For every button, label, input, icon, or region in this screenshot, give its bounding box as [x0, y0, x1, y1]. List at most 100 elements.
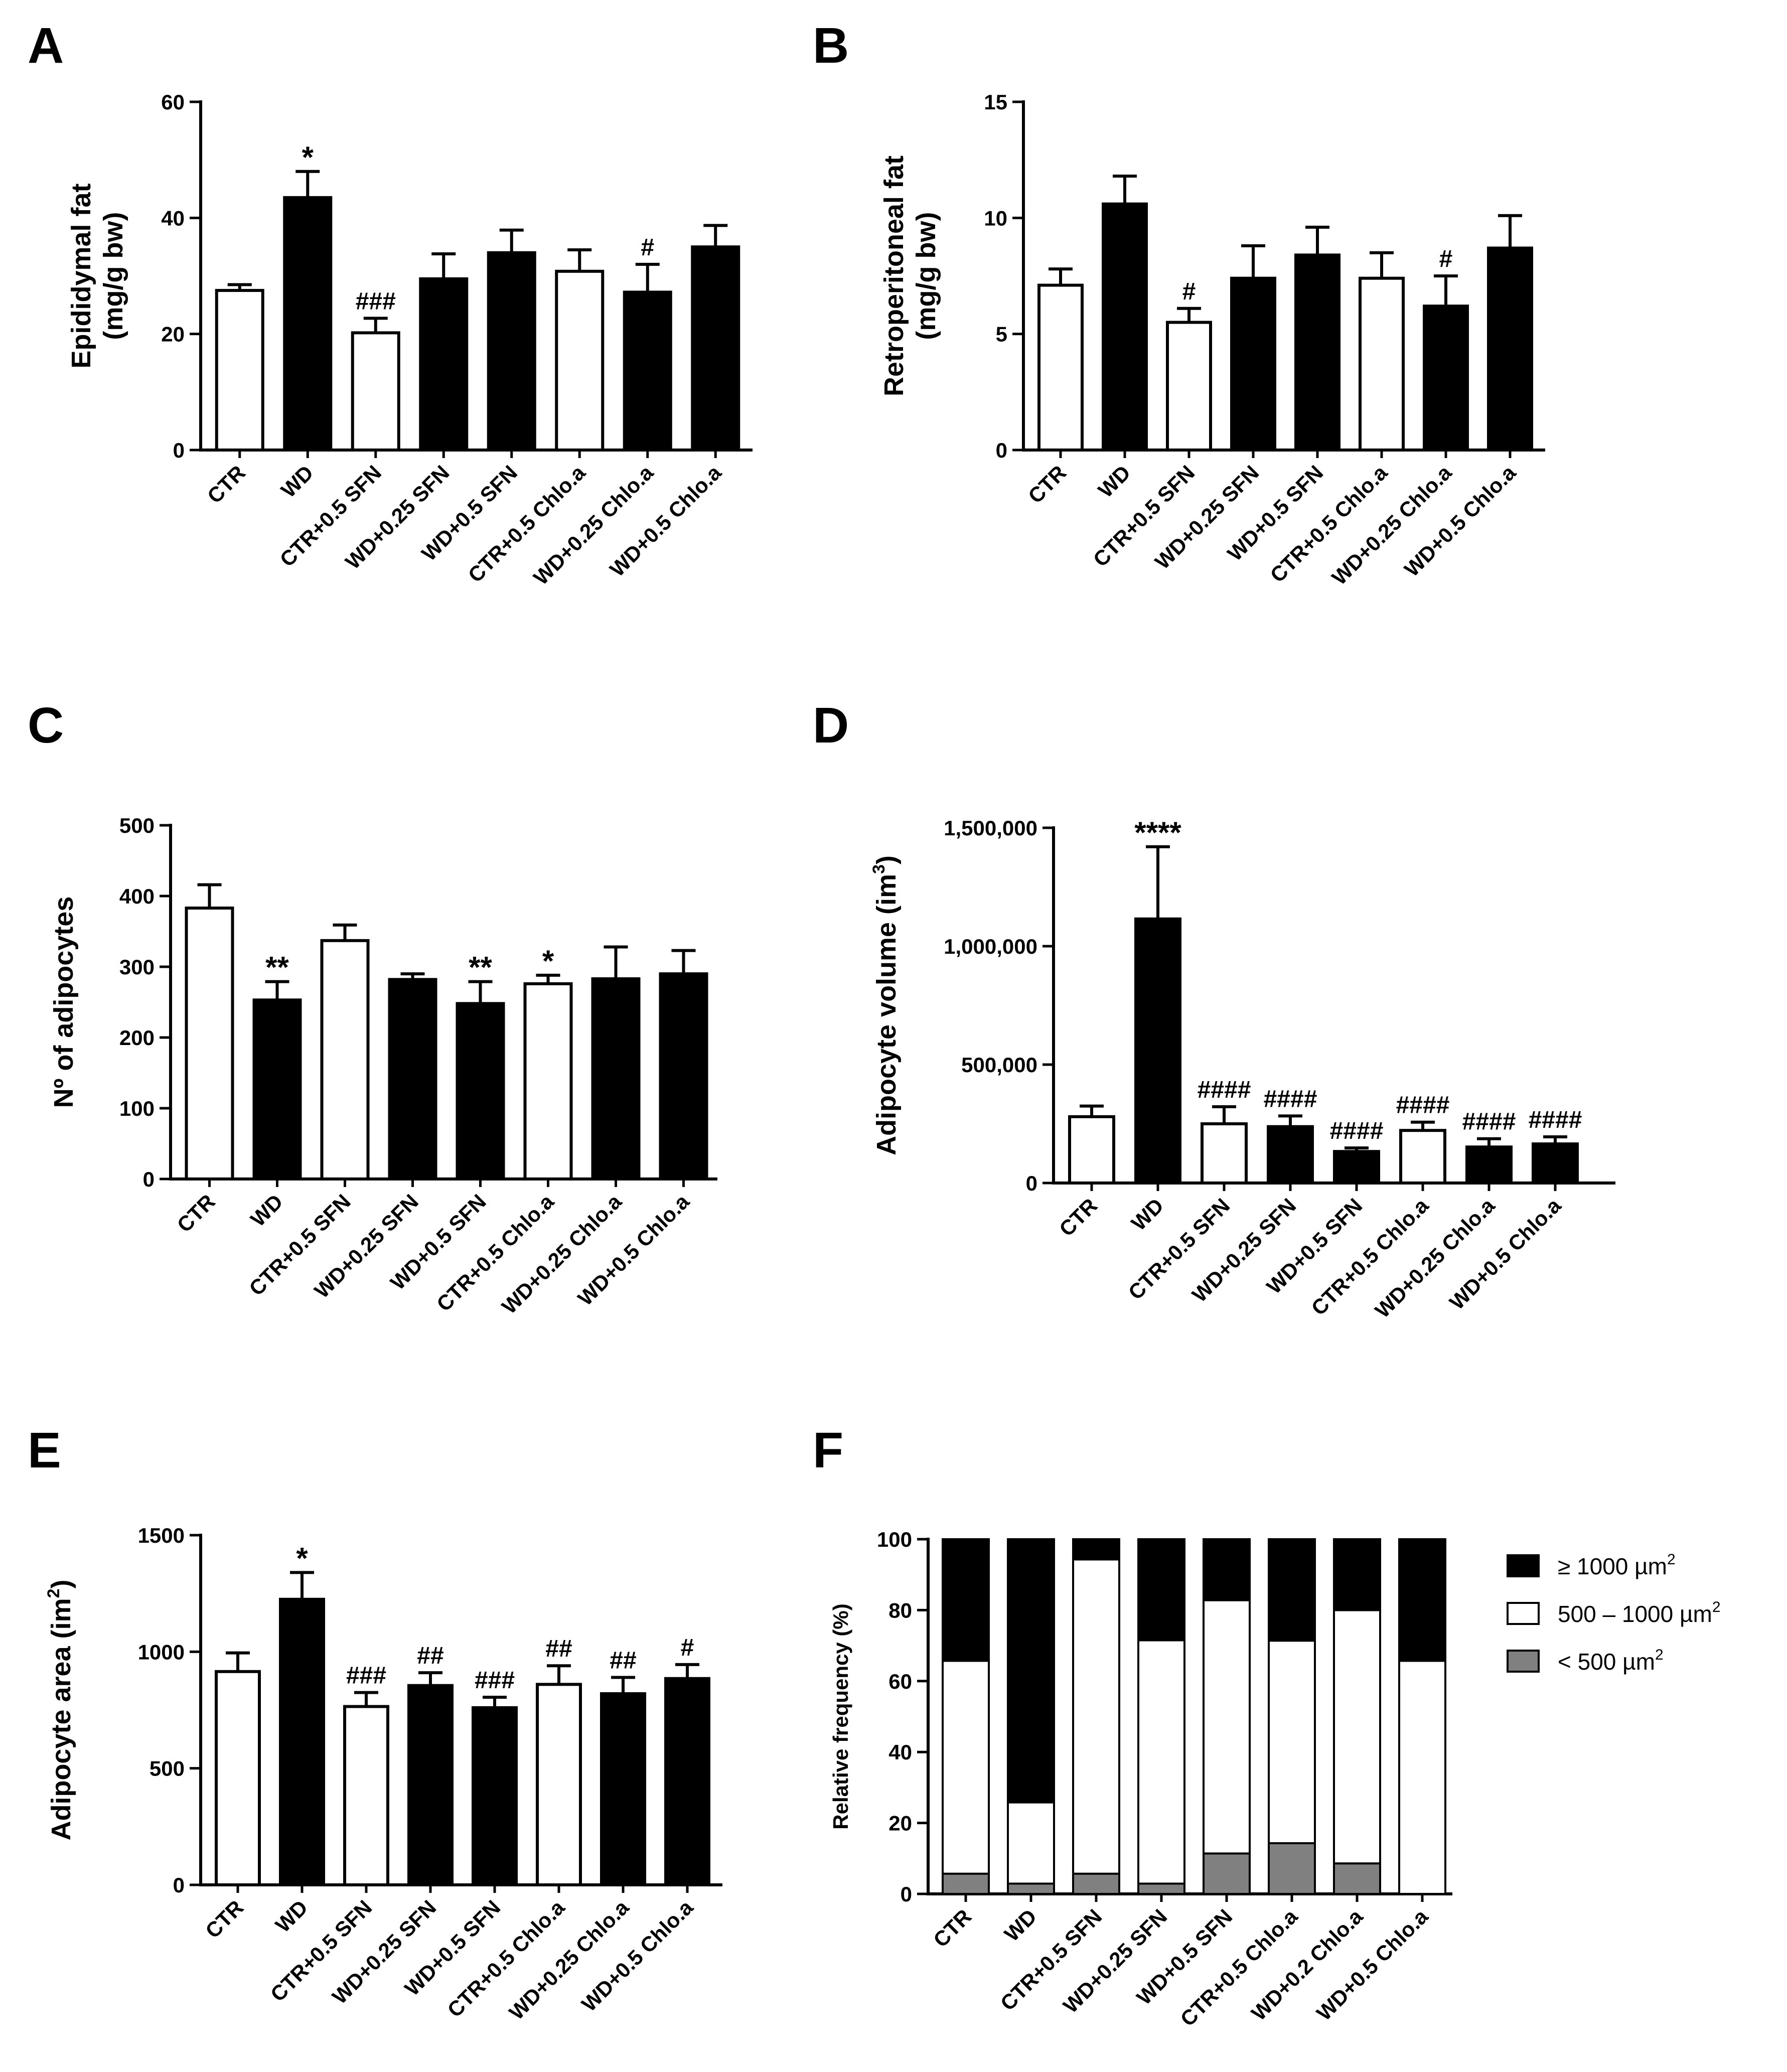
significance-label: #: [641, 234, 654, 261]
bar-segment: [1137, 1882, 1185, 1895]
y-axis-title: Adipocyte volume (im3): [869, 855, 902, 1155]
bar-segment: [1398, 1660, 1446, 1895]
bars: ** ** *: [185, 883, 708, 1181]
y-tick-label: 1500: [138, 1524, 185, 1547]
bar: [555, 269, 605, 452]
significance-label: ####: [1529, 1107, 1582, 1133]
legend-label-main: 500 – 1000 µm: [1558, 1601, 1712, 1627]
y-tick-label: 500: [150, 1757, 185, 1781]
y-axis-title-text: Adipocyte area (im2): [44, 1579, 76, 1840]
y-tick-label: 0: [143, 1167, 155, 1191]
y-tick-label: 60: [161, 90, 185, 114]
bar: [215, 1670, 261, 1887]
significance-label: ##: [545, 1636, 572, 1662]
bar: [1532, 1142, 1579, 1185]
y-tick-label: 20: [161, 323, 185, 346]
y-tick-label: 40: [161, 206, 185, 230]
y-axis-title-sup: 3: [869, 864, 888, 874]
significance-label: ****: [1134, 816, 1181, 849]
bar: [283, 196, 333, 452]
bar: [320, 939, 370, 1180]
y-axis-title-main: Adipocyte area (im: [46, 1598, 76, 1840]
bar: [1423, 305, 1469, 452]
bar-segment: [1072, 1872, 1120, 1895]
y-tick-label: 5: [996, 323, 1007, 346]
y-axis-title-text: Relative frequency (%): [829, 1603, 852, 1829]
y-tick-label: 10: [984, 206, 1007, 230]
y-tick-label: 15: [984, 90, 1007, 114]
significance-label: *: [542, 944, 554, 978]
bar: [591, 977, 641, 1180]
bar-segment: [1203, 1852, 1251, 1895]
bar: [1359, 276, 1405, 452]
y-tick-label: 1000: [138, 1640, 185, 1664]
bar: [1102, 202, 1148, 452]
y-tick-label: 1,500,000: [944, 816, 1037, 840]
panel-letter: F: [813, 1422, 843, 1478]
bar: [1267, 1125, 1314, 1185]
significance-label: ###: [346, 1663, 386, 1689]
legend-swatch: [1507, 1650, 1540, 1673]
bar: [487, 251, 536, 452]
y-tick-label: 500,000: [961, 1053, 1037, 1077]
y-axis-title: Nº of adipocytes: [49, 897, 79, 1108]
bar: [1465, 1145, 1513, 1185]
bar: [215, 288, 264, 452]
significance-label: ####: [1264, 1086, 1317, 1112]
bar: [1134, 917, 1181, 1185]
y-axis-title-close: ): [46, 1579, 76, 1588]
bars: [942, 1538, 1446, 1895]
bar: [185, 906, 234, 1180]
bar-segment: [1072, 1538, 1120, 1561]
bar-segment: [1007, 1801, 1055, 1885]
bar-segment: [1268, 1538, 1316, 1642]
y-tick-label: 300: [119, 955, 155, 979]
bar: [456, 1002, 505, 1180]
significance-label: *: [296, 1541, 308, 1575]
bar: [1201, 1122, 1248, 1185]
bar: [1399, 1129, 1446, 1185]
y-axis-title-line1: Epididymal fat: [66, 183, 96, 368]
y-tick-label: 20: [888, 1812, 912, 1835]
significance-label: ####: [1396, 1092, 1450, 1119]
y-tick-label: 60: [888, 1670, 912, 1693]
y-tick-label: 0: [173, 438, 185, 462]
significance-label: **: [469, 951, 492, 984]
bar: [664, 1677, 710, 1887]
legend-label-sup: 2: [1667, 1551, 1676, 1568]
bar: [623, 290, 672, 452]
legend-swatch: [1507, 1602, 1540, 1625]
bars: ##: [1037, 175, 1533, 452]
bar: [691, 245, 740, 452]
significance-label: ##: [610, 1647, 636, 1674]
panel-letter: A: [28, 18, 64, 74]
bar: [523, 982, 573, 1180]
bar: [536, 1683, 582, 1887]
bar: [388, 978, 437, 1180]
legend-label: ≥ 1000 µm2: [1558, 1551, 1676, 1579]
bar: [407, 1684, 454, 1886]
y-tick-label: 0: [901, 1882, 912, 1906]
panel-letter: C: [28, 697, 64, 754]
y-tick-label: 400: [119, 884, 155, 908]
bar-segment: [942, 1872, 990, 1895]
bar: [419, 277, 469, 452]
panel-letter: D: [813, 697, 849, 754]
bar-segment: [1333, 1538, 1381, 1611]
bar: [1068, 1115, 1115, 1185]
bar-segment: [1268, 1842, 1316, 1895]
bar: [1230, 276, 1276, 452]
bar-segment: [1333, 1609, 1381, 1865]
legend-label-sup: 2: [1655, 1647, 1664, 1663]
y-tick-label: 80: [888, 1598, 912, 1622]
legend-label: 500 – 1000 µm2: [1558, 1599, 1721, 1627]
panel-letter: B: [813, 18, 849, 74]
y-tick-label: 40: [888, 1740, 912, 1764]
bar-segment: [1137, 1538, 1185, 1642]
bar: [1166, 321, 1212, 452]
bar-segment: [1007, 1538, 1055, 1804]
significance-label: ####: [1198, 1077, 1251, 1103]
bar: [1037, 283, 1084, 452]
bar-segment: [1007, 1882, 1055, 1895]
y-axis-title-main: Adipocyte volume (im: [871, 874, 902, 1155]
